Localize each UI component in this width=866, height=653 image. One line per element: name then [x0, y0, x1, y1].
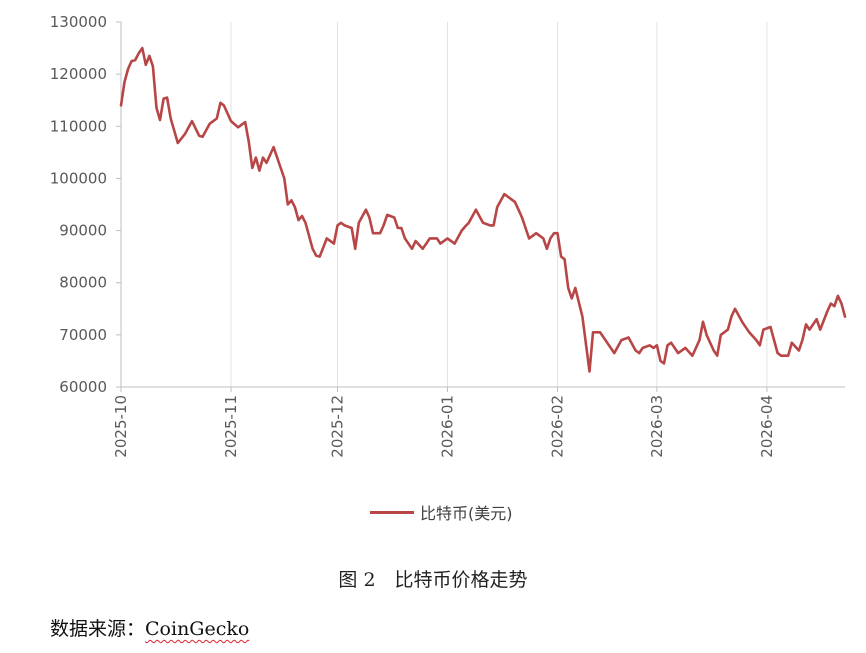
y-tick-label: 130000 [50, 13, 107, 31]
y-tick-label: 90000 [59, 222, 107, 240]
y-axis-ticks: 60000 70000 80000 90000 100000 110000 120000 13… [50, 13, 121, 396]
legend-label-bitcoin: 比特币(美元) [420, 504, 513, 523]
y-tick-label: 100000 [50, 169, 107, 187]
data-source-prefix: 数据来源： [50, 618, 146, 640]
bitcoin-price-chart: 60000 70000 80000 90000 100000 110000 120000 13… [50, 13, 847, 458]
x-tick-label: 2025-11 [222, 395, 240, 458]
x-tick-label: 2026-04 [758, 395, 776, 458]
x-tick-label: 2025-12 [328, 395, 346, 458]
x-tick-label: 2025-10 [112, 395, 130, 458]
y-tick-label: 120000 [50, 65, 107, 83]
data-source: 数据来源：CoinGecko [50, 614, 249, 641]
y-tick-label: 70000 [59, 326, 107, 344]
x-tick-label: 2026-02 [549, 395, 567, 458]
x-tick-label: 2026-03 [648, 395, 666, 458]
x-axis-ticks: 2025-10 2025-11 2025-12 2026-01 2026-02 2026-… [112, 387, 776, 458]
y-tick-label: 60000 [59, 378, 107, 396]
figure-caption: 图 2 比特币价格走势 [338, 569, 528, 591]
grid-lines [230, 22, 768, 387]
legend: 比特币(美元) [370, 500, 513, 524]
legend-swatch-bitcoin [370, 510, 414, 514]
y-tick-label: 80000 [59, 274, 107, 292]
series-line-bitcoin-usd [119, 46, 847, 373]
x-tick-label: 2026-01 [439, 395, 457, 458]
y-tick-label: 110000 [50, 117, 107, 135]
data-source-brand: CoinGecko [145, 618, 250, 640]
